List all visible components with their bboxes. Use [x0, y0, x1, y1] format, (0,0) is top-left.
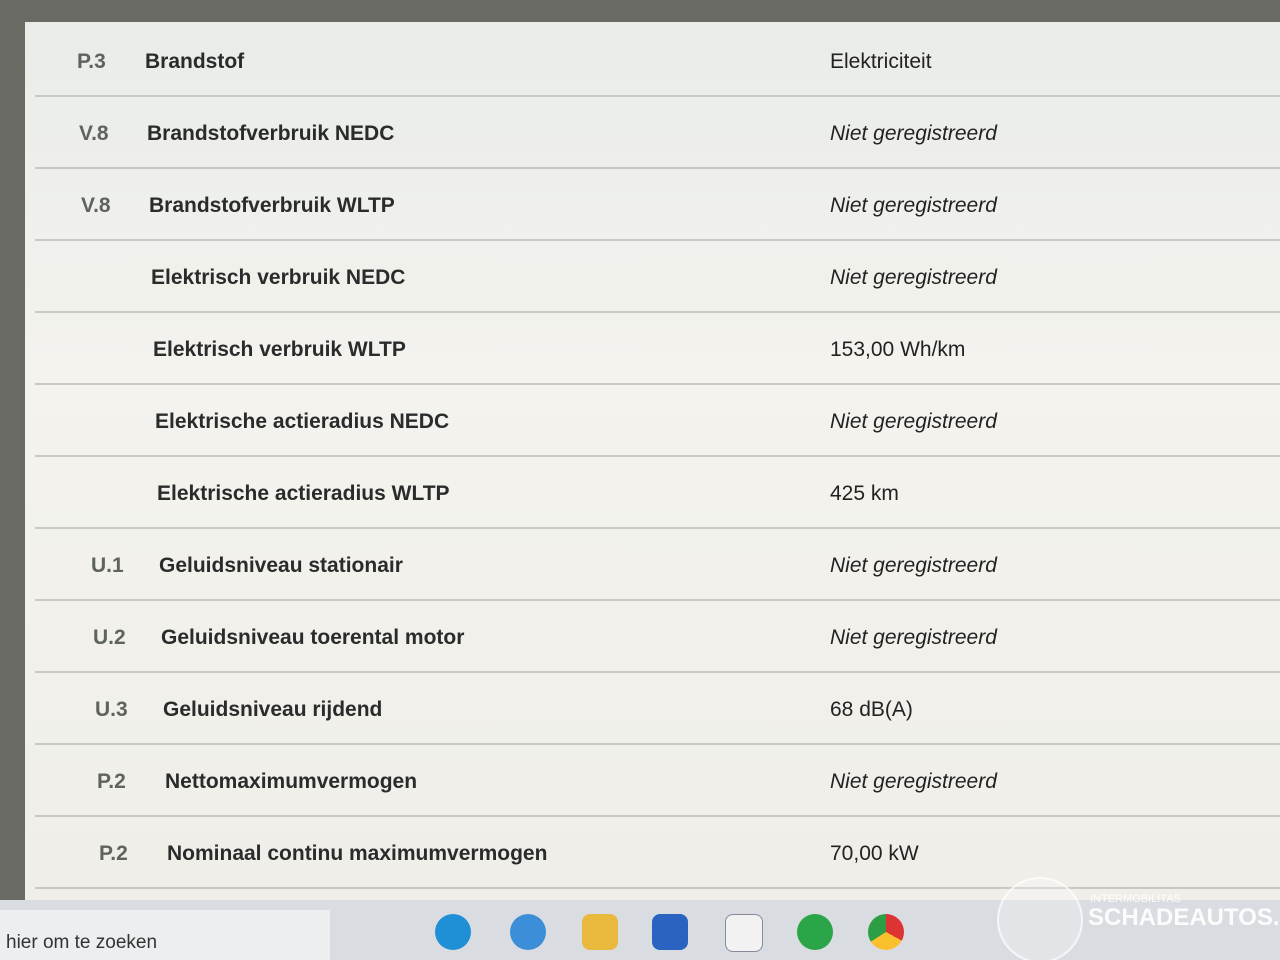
row-label: Geluidsniveau stationair [159, 554, 403, 577]
table-row: Elektrisch verbruik WLTP 153,00 Wh/km [35, 310, 1280, 385]
table-row: U.3 Geluidsniveau rijdend 68 dB(A) [35, 670, 1280, 745]
row-label: Brandstof [145, 50, 245, 73]
taskbar: hier om te zoeken [0, 900, 1280, 960]
row-value: 70,00 kW [830, 842, 919, 865]
explorer-icon[interactable] [582, 914, 618, 950]
row-label: Elektrische actieradius NEDC [155, 410, 450, 433]
table-row: V.8 Brandstofverbruik WLTP Niet geregistre… [35, 166, 1280, 241]
row-code: P.2 [97, 770, 126, 793]
watermark-globe [997, 877, 1083, 960]
table-row: Elektrische actieradius WLTP 425 km [35, 454, 1280, 529]
table-row: V.8 Brandstofverbruik NEDC Niet geregistre… [35, 94, 1280, 169]
row-value: 153,00 Wh/km [830, 338, 966, 361]
table-row: U.1 Geluidsniveau stationair Niet geregist… [35, 526, 1280, 601]
whatsapp-icon[interactable] [797, 914, 833, 950]
edge-icon[interactable] [435, 914, 471, 950]
row-value: 68 dB(A) [830, 698, 913, 721]
row-value: Niet geregistreerd [830, 194, 997, 217]
row-code: P.3 [77, 50, 106, 73]
row-label: Brandstofverbruik WLTP [149, 194, 395, 217]
row-label: Elektrisch verbruik WLTP [153, 338, 406, 361]
row-code: U.2 [93, 626, 126, 649]
row-label: Elektrisch verbruik NEDC [151, 266, 406, 289]
row-value: Niet geregistreerd [830, 770, 997, 793]
row-value: Niet geregistreerd [830, 410, 997, 433]
table-row: Elektrische actieradius NEDC Niet geregis… [35, 382, 1280, 457]
watermark-small: INTERMOBILITAS [1090, 893, 1181, 905]
table-row: P.2 Nominaal continu maximumvermogen 70,00… [35, 814, 1280, 889]
row-label: Elektrische actieradius WLTP [157, 482, 450, 505]
table-row: U.2 Geluidsniveau toerental motor Niet ger… [35, 598, 1280, 673]
table: P.3 Brandstof Elektriciteit V.8 Brandstofver… [25, 22, 1280, 900]
watermark-large: SCHADEAUTOS.NL [1088, 904, 1280, 931]
table-row: Elektrisch verbruik NEDC Niet geregistree… [35, 238, 1280, 313]
row-value: 425 km [830, 482, 899, 505]
row-code: P.2 [99, 842, 128, 865]
row-label: Nominaal continu maximumvermogen [167, 842, 548, 865]
store-icon[interactable] [652, 914, 688, 950]
watermark: INTERMOBILITAS SCHADEAUTOS.NL [997, 877, 1280, 960]
row-label: Brandstofverbruik NEDC [147, 122, 395, 145]
row-code: V.8 [79, 122, 109, 145]
chrome-icon[interactable] [868, 914, 904, 950]
table-row: P.2 Nettomaximumvermogen Niet geregistreer… [35, 742, 1280, 817]
row-value: Niet geregistreerd [830, 626, 997, 649]
row-label: Geluidsniveau rijdend [163, 698, 383, 721]
ie-icon[interactable] [510, 914, 546, 950]
row-code: V.8 [81, 194, 111, 217]
table-row: P.3 Brandstof Elektriciteit [35, 22, 1280, 97]
row-code: U.3 [95, 698, 128, 721]
row-value: Niet geregistreerd [830, 122, 997, 145]
row-label: Nettomaximumvermogen [165, 770, 418, 793]
app-icon[interactable] [725, 914, 763, 952]
search-box[interactable]: hier om te zoeken [0, 910, 330, 960]
row-label: Geluidsniveau toerental motor [161, 626, 465, 649]
row-value: Niet geregistreerd [830, 266, 997, 289]
row-value: Elektriciteit [830, 50, 932, 73]
row-code: U.1 [91, 554, 124, 577]
row-value: Niet geregistreerd [830, 554, 997, 577]
